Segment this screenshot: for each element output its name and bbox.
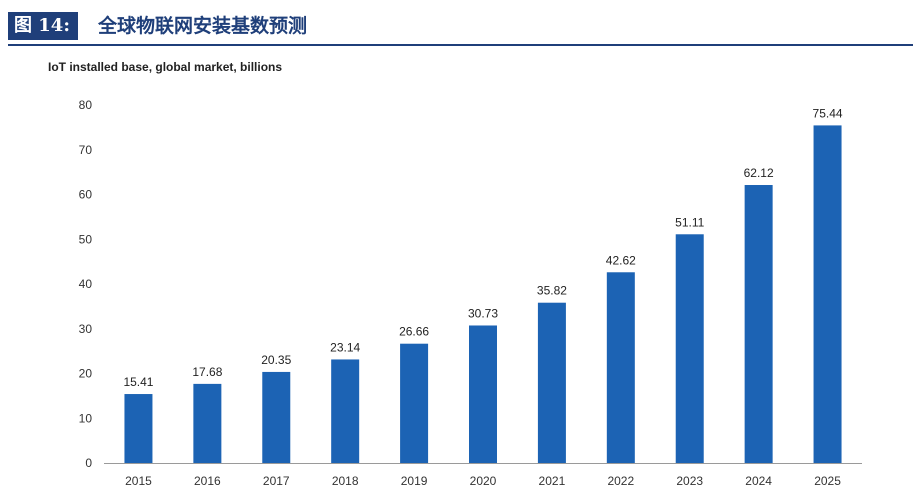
bar [813,125,842,463]
y-tick-label: 0 [85,456,92,470]
data-label: 62.12 [744,166,774,180]
figure-title: 全球物联网安装基数预测 [98,15,308,37]
x-tick-label: 2016 [194,474,221,488]
data-label: 17.68 [192,365,222,379]
bar [606,272,635,463]
data-label: 20.35 [261,353,291,367]
bar [331,359,360,463]
y-tick-label: 40 [79,277,93,291]
data-label: 35.82 [537,284,567,298]
y-tick-label: 30 [79,322,93,336]
y-tick-label: 10 [79,411,93,425]
y-tick-label: 60 [79,188,93,202]
x-tick-label: 2019 [401,474,428,488]
x-tick-label: 2015 [125,474,152,488]
x-tick-label: 2017 [263,474,290,488]
data-label: 23.14 [330,340,360,354]
chart-title: IoT installed base, global market, billi… [48,60,283,74]
bar [469,325,497,463]
y-tick-label: 50 [79,232,93,246]
y-tick-label: 80 [79,98,93,112]
data-label: 30.73 [468,306,498,320]
data-label: 26.66 [399,325,429,339]
data-label: 75.44 [813,106,843,120]
bar [744,185,773,463]
x-tick-label: 2021 [539,474,566,488]
x-tick-label: 2022 [607,474,634,488]
bar-chart: 0 10 20 30 40 50 60 70 80 15.41 2015 17.68 2016 20.35… [79,98,862,488]
x-tick-label: 2024 [745,474,772,488]
bar [124,394,153,463]
x-tick-label: 2023 [676,474,703,488]
bar [193,383,222,463]
bar [262,371,291,463]
figure-label: 图 14: [8,12,78,40]
y-tick-label: 20 [79,367,93,381]
x-tick-label: 2018 [332,474,359,488]
bar [537,302,566,463]
bar [675,234,704,463]
bar [400,343,429,463]
figure-header: 图 14: 全球物联网安装基数预测 [8,6,913,46]
x-tick-label: 2025 [814,474,841,488]
chart-area: IoT installed base, global market, billi… [0,48,921,492]
data-label: 15.41 [123,375,153,389]
x-tick-label: 2020 [470,474,497,488]
y-tick-label: 70 [79,143,93,157]
data-label: 51.11 [675,215,704,229]
data-label: 42.62 [606,253,636,267]
